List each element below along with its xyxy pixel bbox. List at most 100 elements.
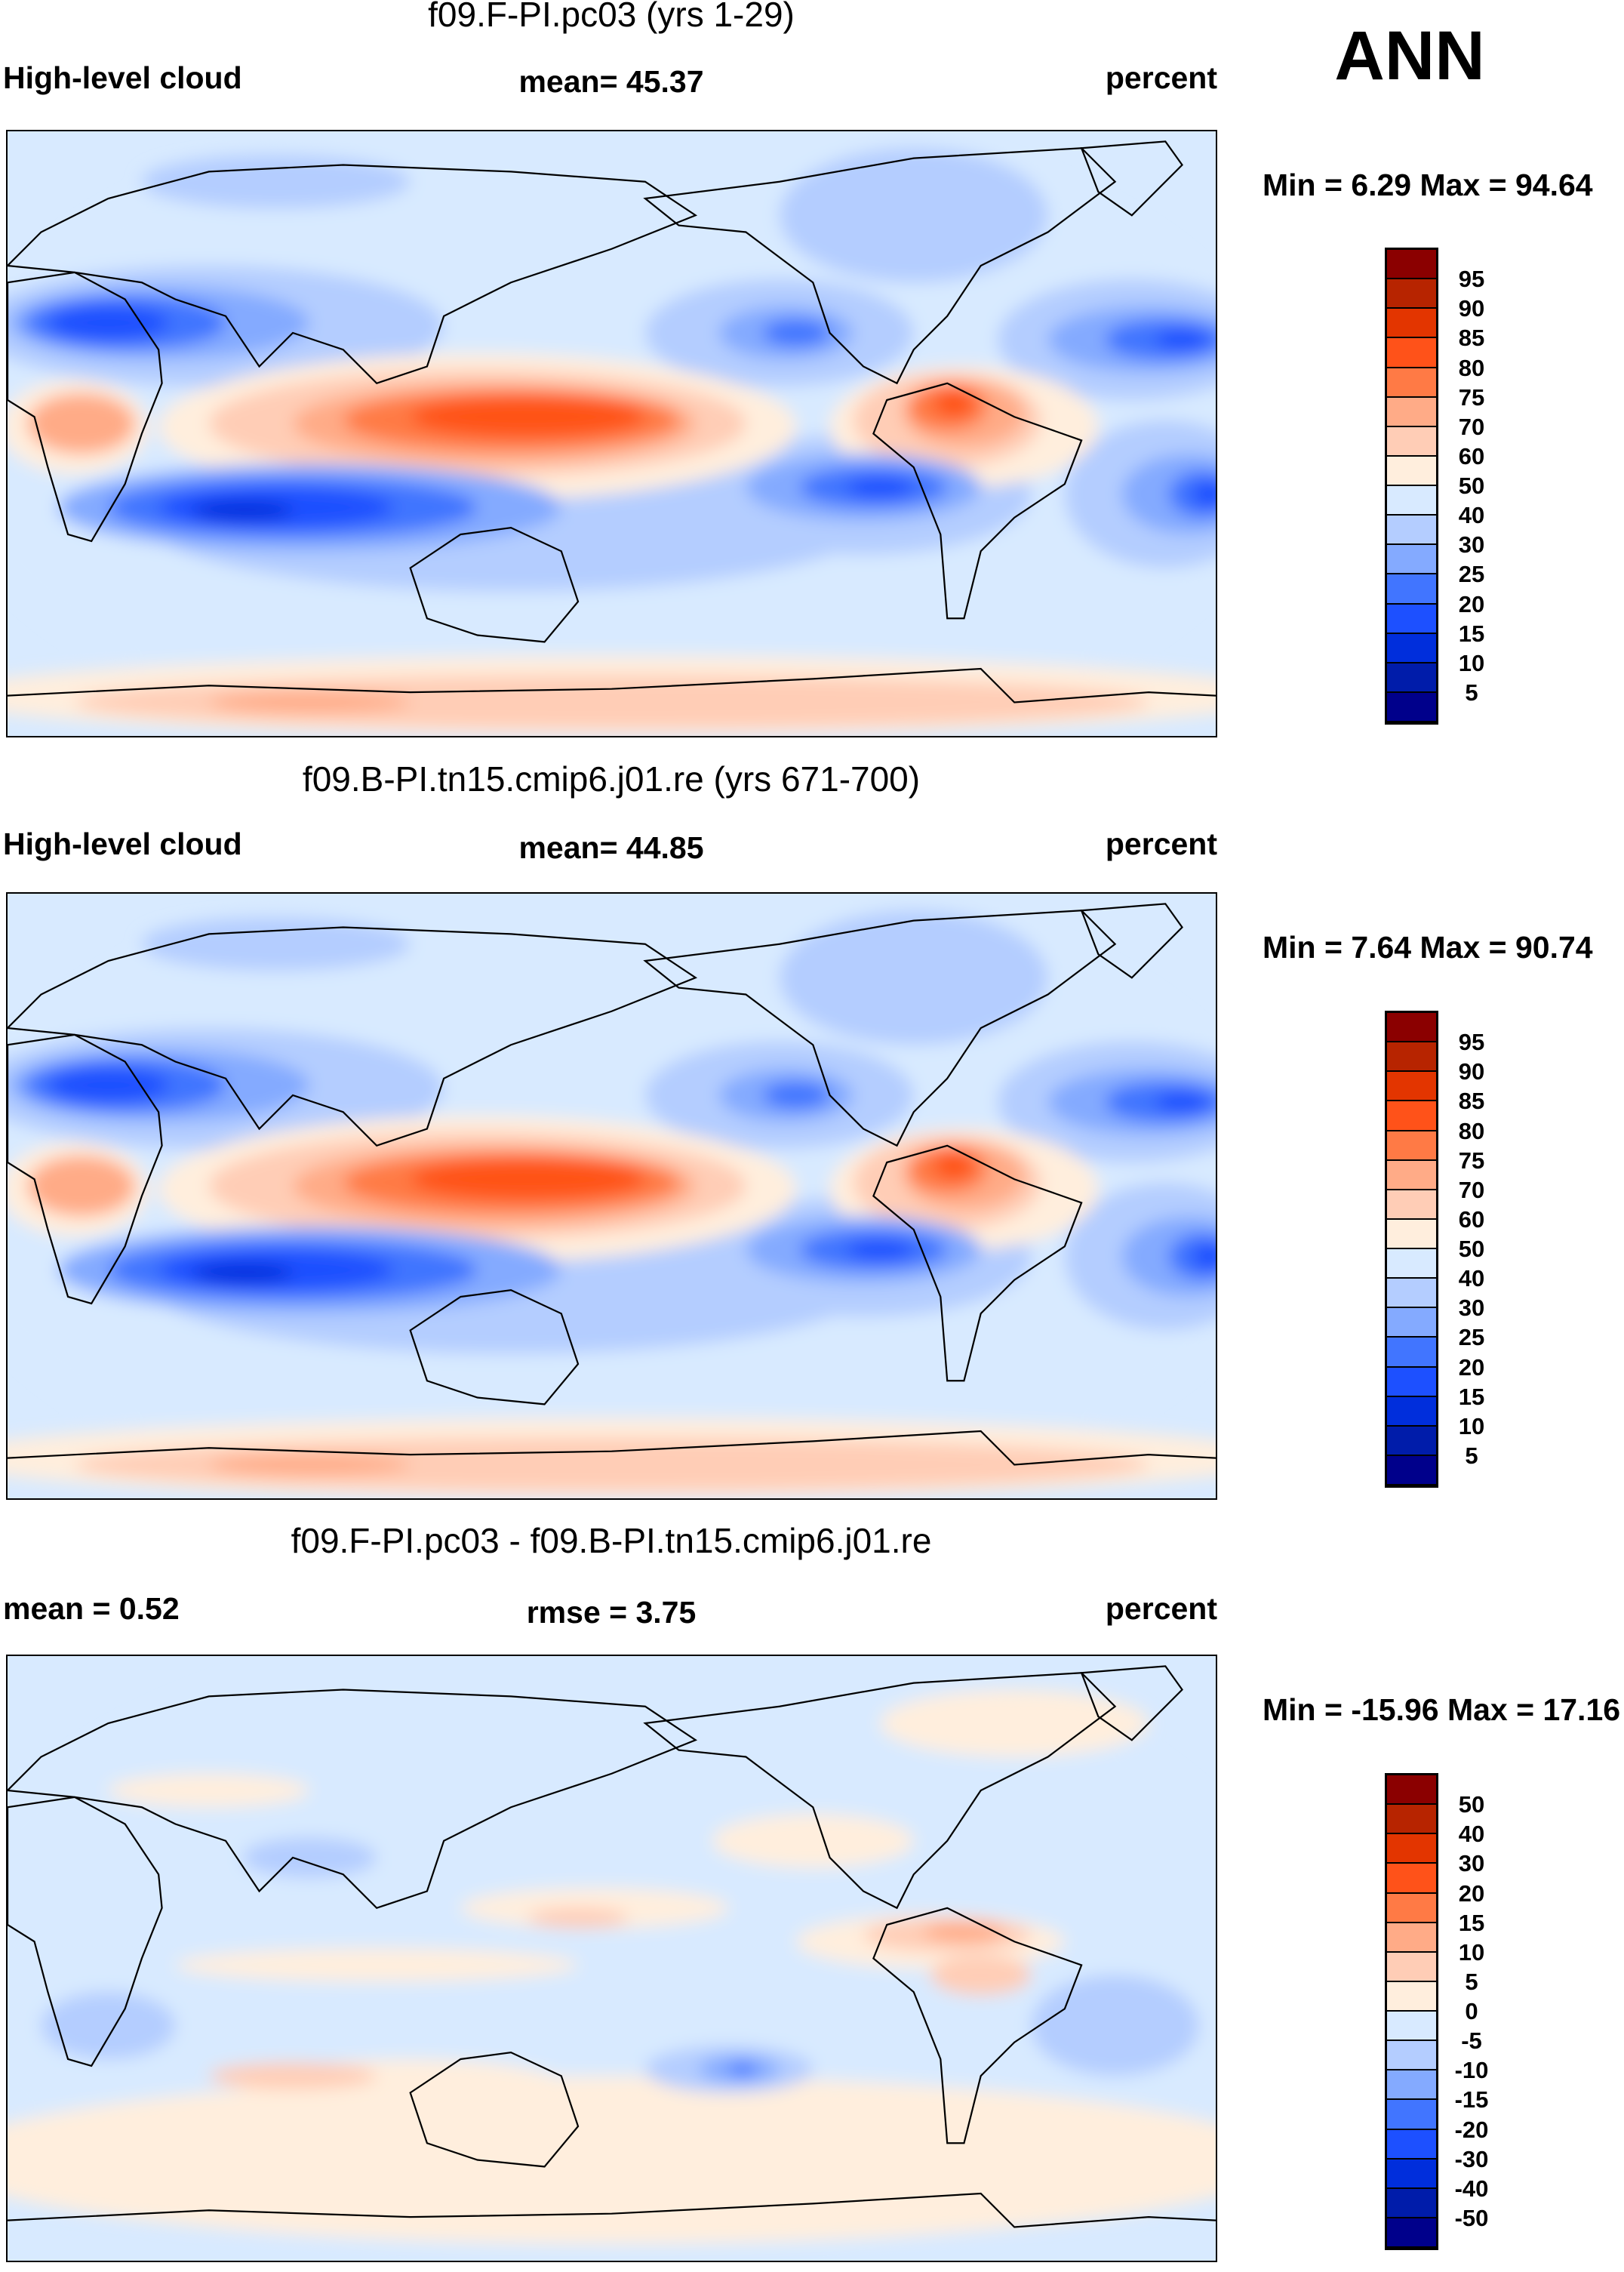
contour-region [924,1921,1004,1942]
colorbar-tick-label: 5 [1465,1442,1478,1469]
contour-region [846,477,914,498]
colorbar-tick-label: 30 [1458,531,1485,559]
colorbar-tick-label: 40 [1458,1821,1485,1848]
colorbar-tick-label: 95 [1458,266,1485,293]
colorbar-box [1387,1219,1436,1249]
colorbar-box [1387,1249,1436,1279]
contour-region [27,393,135,454]
colorbar [1385,1773,1438,2250]
colorbar-tick-label: -30 [1454,2145,1489,2172]
colorbar-tick-label: 75 [1458,1147,1485,1174]
contour-region [712,1814,914,1868]
colorbar-tick-label: 30 [1458,1850,1485,1877]
coastline [8,1689,698,1910]
left-label: High-level cloud [3,827,242,861]
coastline [8,164,698,385]
contour-region [141,917,411,971]
colorbar-box [1387,1338,1436,1368]
colorbar-tick-label: 85 [1458,1088,1485,1115]
colorbar-box [1387,2070,1436,2101]
colorbar-box [1387,1834,1436,1864]
colorbar-box [1387,1160,1436,1190]
colorbar-box [1387,1042,1436,1073]
colorbar-tick-label: 10 [1458,1938,1485,1966]
colorbar-tick-label: 90 [1458,1058,1485,1085]
colorbar-tick-label: 5 [1465,679,1478,706]
colorbar [1385,1011,1438,1488]
colorbar-box [1387,633,1436,663]
coastline [8,926,698,1147]
coastline [8,271,163,543]
contour-map [6,892,1217,1500]
coastline [872,1144,1083,1382]
colorbar-box [1387,2159,1436,2189]
contour-region [108,1773,310,1808]
contour-region [1155,1091,1210,1113]
colorbar [1385,248,1438,725]
contour-region [192,1263,294,1284]
colorbar-box [1387,2129,1436,2160]
panel-title: f09.F-PI.pc03 (yrs 1-29) [428,0,795,34]
colorbar-box [1387,1455,1436,1485]
coastline [1080,903,1183,979]
colorbar-tick-label: 5 [1465,1968,1478,1995]
colorbar-box [1387,1893,1436,1923]
colorbar-box [1387,2218,1436,2248]
colorbar-box [1387,368,1436,398]
colorbar-box [1387,1426,1436,1456]
colorbar-tick-label: 30 [1458,1295,1485,1322]
colorbar-box [1387,2188,1436,2218]
colorbar-box [1387,1396,1436,1427]
minmax-label: Min = 6.29 Max = 94.64 [1263,168,1593,202]
center-label: mean= 45.37 [518,64,704,99]
contour-region [846,1239,914,1261]
contour-region [762,319,830,346]
colorbar-tick-label: 90 [1458,295,1485,322]
contour-region [208,2062,377,2090]
colorbar-box [1387,2041,1436,2071]
contour-region [208,1455,411,1475]
coastline [409,526,580,643]
colorbar-box [1387,279,1436,309]
colorbar-tick-label: 80 [1458,1117,1485,1144]
colorbar-box [1387,663,1436,693]
colorbar-box [1387,1101,1436,1131]
colorbar-tick-label: 0 [1465,1998,1478,2024]
contour-region [779,148,1048,283]
minmax-label: Min = -15.96 Max = 17.16 [1263,1692,1621,1727]
contour-region [242,1837,377,1878]
colorbar-tick-label: 80 [1458,354,1485,381]
coastline [8,1430,1216,1466]
contour-region [1192,1242,1216,1270]
units-label: percent [1105,60,1217,95]
colorbar-box [1387,1308,1436,1338]
contour-region [141,155,411,209]
colorbar-tick-label: 20 [1458,590,1485,617]
colorbar-box [1387,692,1436,722]
colorbar-box [1387,397,1436,427]
contour-region [8,2076,1216,2244]
colorbar-box [1387,1131,1436,1161]
colorbar-tick-label: 75 [1458,383,1485,411]
contour-region [880,1689,1149,1757]
contour-region [1031,1975,1199,2077]
colorbar-box [1387,516,1436,546]
colorbar-tick-label: 10 [1458,1412,1485,1439]
colorbar-box [1387,456,1436,486]
colorbar-box [1387,1013,1436,1043]
colorbar-tick-label: -50 [1454,2204,1489,2231]
colorbar-tick-label: -40 [1454,2175,1489,2202]
colorbar-tick-label: 85 [1458,325,1485,352]
contour-region [175,1948,579,1982]
coastline [872,1907,1083,2144]
colorbar-tick-label: 25 [1458,561,1485,588]
center-label: mean= 44.85 [518,830,704,865]
colorbar-box [1387,1367,1436,1397]
colorbar-tick-label: 60 [1458,442,1485,469]
colorbar-tick-label: 60 [1458,1205,1485,1233]
colorbar-tick-label: -10 [1454,2057,1489,2084]
contour-region [527,1907,629,1929]
colorbar-box [1387,604,1436,634]
colorbar-tick-label: 70 [1458,1176,1485,1203]
colorbar-box [1387,1981,1436,2012]
